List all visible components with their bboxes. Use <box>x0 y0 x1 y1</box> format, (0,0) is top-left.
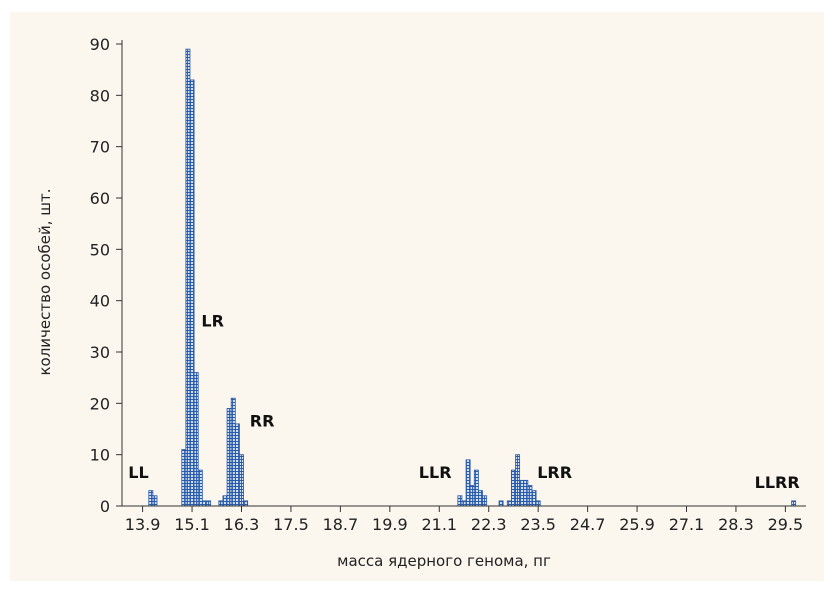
x-tick-label: 19.9 <box>372 515 408 534</box>
bar <box>193 372 199 507</box>
bar <box>461 500 467 507</box>
y-tick-label: 80 <box>90 86 110 105</box>
bar <box>222 495 228 507</box>
x-tick-label: 23.5 <box>520 515 556 534</box>
bar <box>218 500 224 507</box>
bar <box>457 495 463 507</box>
y-tick-label: 50 <box>90 240 110 259</box>
bar <box>206 500 211 507</box>
bar <box>181 449 187 507</box>
bar <box>469 485 475 507</box>
y-tick-label: 60 <box>90 189 110 208</box>
cluster-label-ll: LL <box>128 463 148 482</box>
bar <box>148 490 154 507</box>
x-tick-label: 17.5 <box>273 515 309 534</box>
histogram-chart: 0 10 20 30 40 50 60 70 80 90 13.9 15.1 16.3 17.5 18.7 1… <box>10 12 824 581</box>
bar <box>201 500 207 507</box>
y-tick-label: 40 <box>90 292 110 311</box>
x-tick-label: 21.1 <box>421 515 457 534</box>
bar <box>152 495 158 507</box>
bar <box>498 500 504 507</box>
x-tick-label: 24.7 <box>570 515 606 534</box>
x-tick-label: 18.7 <box>323 515 359 534</box>
x-tick-label: 27.1 <box>669 515 705 534</box>
chart-canvas: 0 10 20 30 40 50 60 70 80 90 13.9 15.1 16.3 17.5 18.7 1… <box>36 35 806 570</box>
bar <box>482 495 488 507</box>
bar <box>527 485 533 507</box>
bar <box>535 500 541 507</box>
y-tick-label: 10 <box>90 446 110 465</box>
x-tick-label: 22.3 <box>471 515 507 534</box>
y-tick-label: 30 <box>90 343 110 362</box>
bar <box>515 454 521 507</box>
bar <box>243 500 249 507</box>
bar <box>185 48 191 507</box>
x-tick-label: 28.3 <box>718 515 754 534</box>
cluster-label-lr: LR <box>201 311 224 330</box>
x-axis-title: масса ядерного генома, пг <box>337 552 551 570</box>
cluster-label-llrr: LLRR <box>755 473 800 492</box>
x-tick-label: 15.1 <box>174 515 210 534</box>
bar <box>465 459 471 507</box>
x-tick-label: 29.5 <box>768 515 804 534</box>
bar <box>239 454 244 507</box>
cluster-label-llr: LLR <box>419 463 452 482</box>
x-tick-label: 16.3 <box>224 515 260 534</box>
bar <box>473 469 479 507</box>
cluster-label-lrr: LRR <box>537 463 572 482</box>
bars-layer <box>148 48 797 507</box>
bar <box>478 490 483 507</box>
cluster-label-rr: RR <box>250 411 275 430</box>
bar <box>226 408 232 507</box>
bar <box>234 423 240 507</box>
bar <box>510 469 516 507</box>
bar <box>519 479 525 507</box>
x-tick-label: 25.9 <box>619 515 655 534</box>
y-tick-label: 20 <box>90 394 110 413</box>
x-tick-label: 13.9 <box>125 515 161 534</box>
y-axis-title: количество особей, шт. <box>36 188 54 375</box>
labels-layer: LL LR RR LLR LRR LLRR <box>128 311 799 492</box>
bar <box>189 79 195 507</box>
bar <box>523 479 529 507</box>
y-tick-label: 0 <box>100 497 110 516</box>
y-tick-label: 70 <box>90 138 110 157</box>
bar <box>791 500 797 507</box>
bar <box>197 469 203 507</box>
bar <box>531 490 537 507</box>
bar <box>506 500 512 507</box>
bar <box>230 397 236 507</box>
axes-layer: 0 10 20 30 40 50 60 70 80 90 13.9 15.1 16.3 17.5 18.7 1… <box>90 35 806 534</box>
y-tick-label: 90 <box>90 35 110 54</box>
